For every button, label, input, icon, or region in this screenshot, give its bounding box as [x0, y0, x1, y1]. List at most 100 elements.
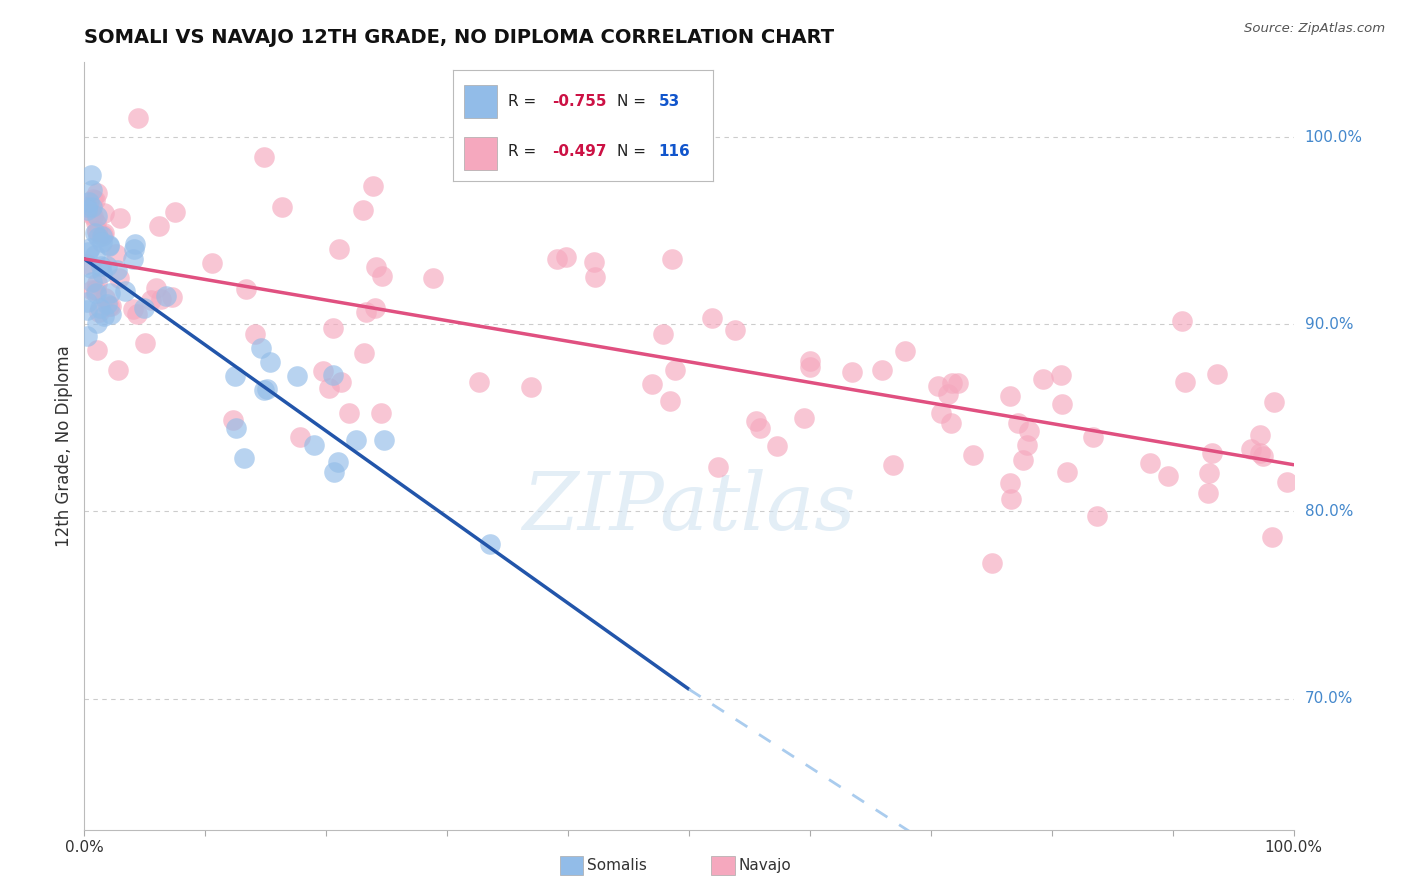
Point [1083, 430, 1105, 444]
Point [641, 377, 664, 392]
Point [1249, 446, 1271, 460]
Point [1206, 367, 1229, 381]
Point [79, 206, 101, 220]
Point [661, 252, 683, 267]
Point [707, 460, 730, 475]
Point [941, 376, 963, 391]
Point [749, 421, 772, 435]
Point [1198, 466, 1220, 480]
Point [271, 200, 294, 214]
Point [225, 421, 247, 435]
Point [91, 228, 114, 243]
Point [253, 384, 276, 398]
Point [1197, 486, 1219, 500]
Point [468, 376, 491, 390]
Point [288, 430, 311, 444]
Point [328, 455, 350, 469]
Point [1250, 428, 1272, 442]
Point [285, 369, 308, 384]
Point [998, 476, 1021, 491]
Point [344, 434, 367, 448]
Point [80, 283, 103, 297]
Point [894, 343, 917, 358]
Point [224, 368, 246, 383]
Text: ZIPatlas: ZIPatlas [522, 468, 856, 546]
Point [160, 290, 183, 304]
Point [76, 303, 98, 318]
Point [1056, 466, 1078, 480]
Point [122, 252, 145, 266]
Point [80, 168, 103, 182]
Point [124, 237, 146, 252]
Point [222, 413, 245, 427]
Point [322, 368, 344, 382]
Point [363, 179, 385, 194]
Text: Source: ZipAtlas.com: Source: ZipAtlas.com [1244, 22, 1385, 36]
Point [1050, 397, 1073, 411]
Point [946, 376, 969, 391]
Point [799, 354, 821, 368]
Point [702, 311, 724, 326]
Point [79, 194, 101, 209]
Point [259, 355, 281, 369]
Point [354, 305, 377, 319]
Point [165, 204, 187, 219]
Point [80, 200, 103, 214]
Point [370, 406, 392, 420]
Point [100, 307, 122, 321]
Point [250, 341, 273, 355]
Text: 70.0%: 70.0% [1305, 691, 1353, 706]
Point [793, 410, 815, 425]
Point [80, 275, 103, 289]
Point [90, 266, 112, 280]
Text: SOMALI VS NAVAJO 12TH GRADE, NO DIPLOMA CORRELATION CHART: SOMALI VS NAVAJO 12TH GRADE, NO DIPLOMA … [84, 28, 835, 47]
Point [366, 260, 388, 275]
Point [256, 383, 278, 397]
Point [723, 323, 745, 337]
Point [243, 327, 266, 342]
Point [235, 282, 257, 296]
FancyBboxPatch shape [711, 856, 734, 874]
Point [936, 387, 959, 401]
Point [80, 260, 103, 275]
Point [86, 224, 108, 238]
Point [76, 203, 98, 218]
Point [478, 537, 501, 551]
Point [86, 209, 108, 223]
Point [664, 362, 686, 376]
Point [1263, 395, 1285, 409]
Point [745, 414, 768, 428]
Point [82, 193, 104, 207]
Point [554, 250, 576, 264]
FancyBboxPatch shape [560, 856, 582, 874]
Point [1032, 372, 1054, 386]
Point [134, 336, 156, 351]
Point [83, 226, 105, 240]
Point [76, 294, 98, 309]
Text: 90.0%: 90.0% [1305, 317, 1353, 332]
Point [91, 235, 114, 250]
Point [253, 150, 276, 164]
Point [1239, 442, 1261, 457]
Point [97, 299, 120, 313]
Point [652, 326, 675, 341]
Point [520, 380, 543, 394]
Point [89, 301, 111, 315]
Point [371, 268, 394, 283]
Point [962, 448, 984, 462]
Point [364, 301, 387, 315]
Point [104, 247, 127, 261]
Point [96, 297, 118, 311]
Point [1277, 475, 1299, 489]
Point [114, 284, 136, 298]
Point [98, 285, 121, 300]
Text: 100.0%: 100.0% [1305, 129, 1362, 145]
Point [105, 263, 128, 277]
Point [1017, 438, 1039, 452]
Point [998, 388, 1021, 402]
Point [139, 293, 162, 307]
Point [86, 224, 108, 238]
Point [134, 301, 156, 315]
Point [93, 206, 115, 220]
Point [1261, 530, 1284, 544]
